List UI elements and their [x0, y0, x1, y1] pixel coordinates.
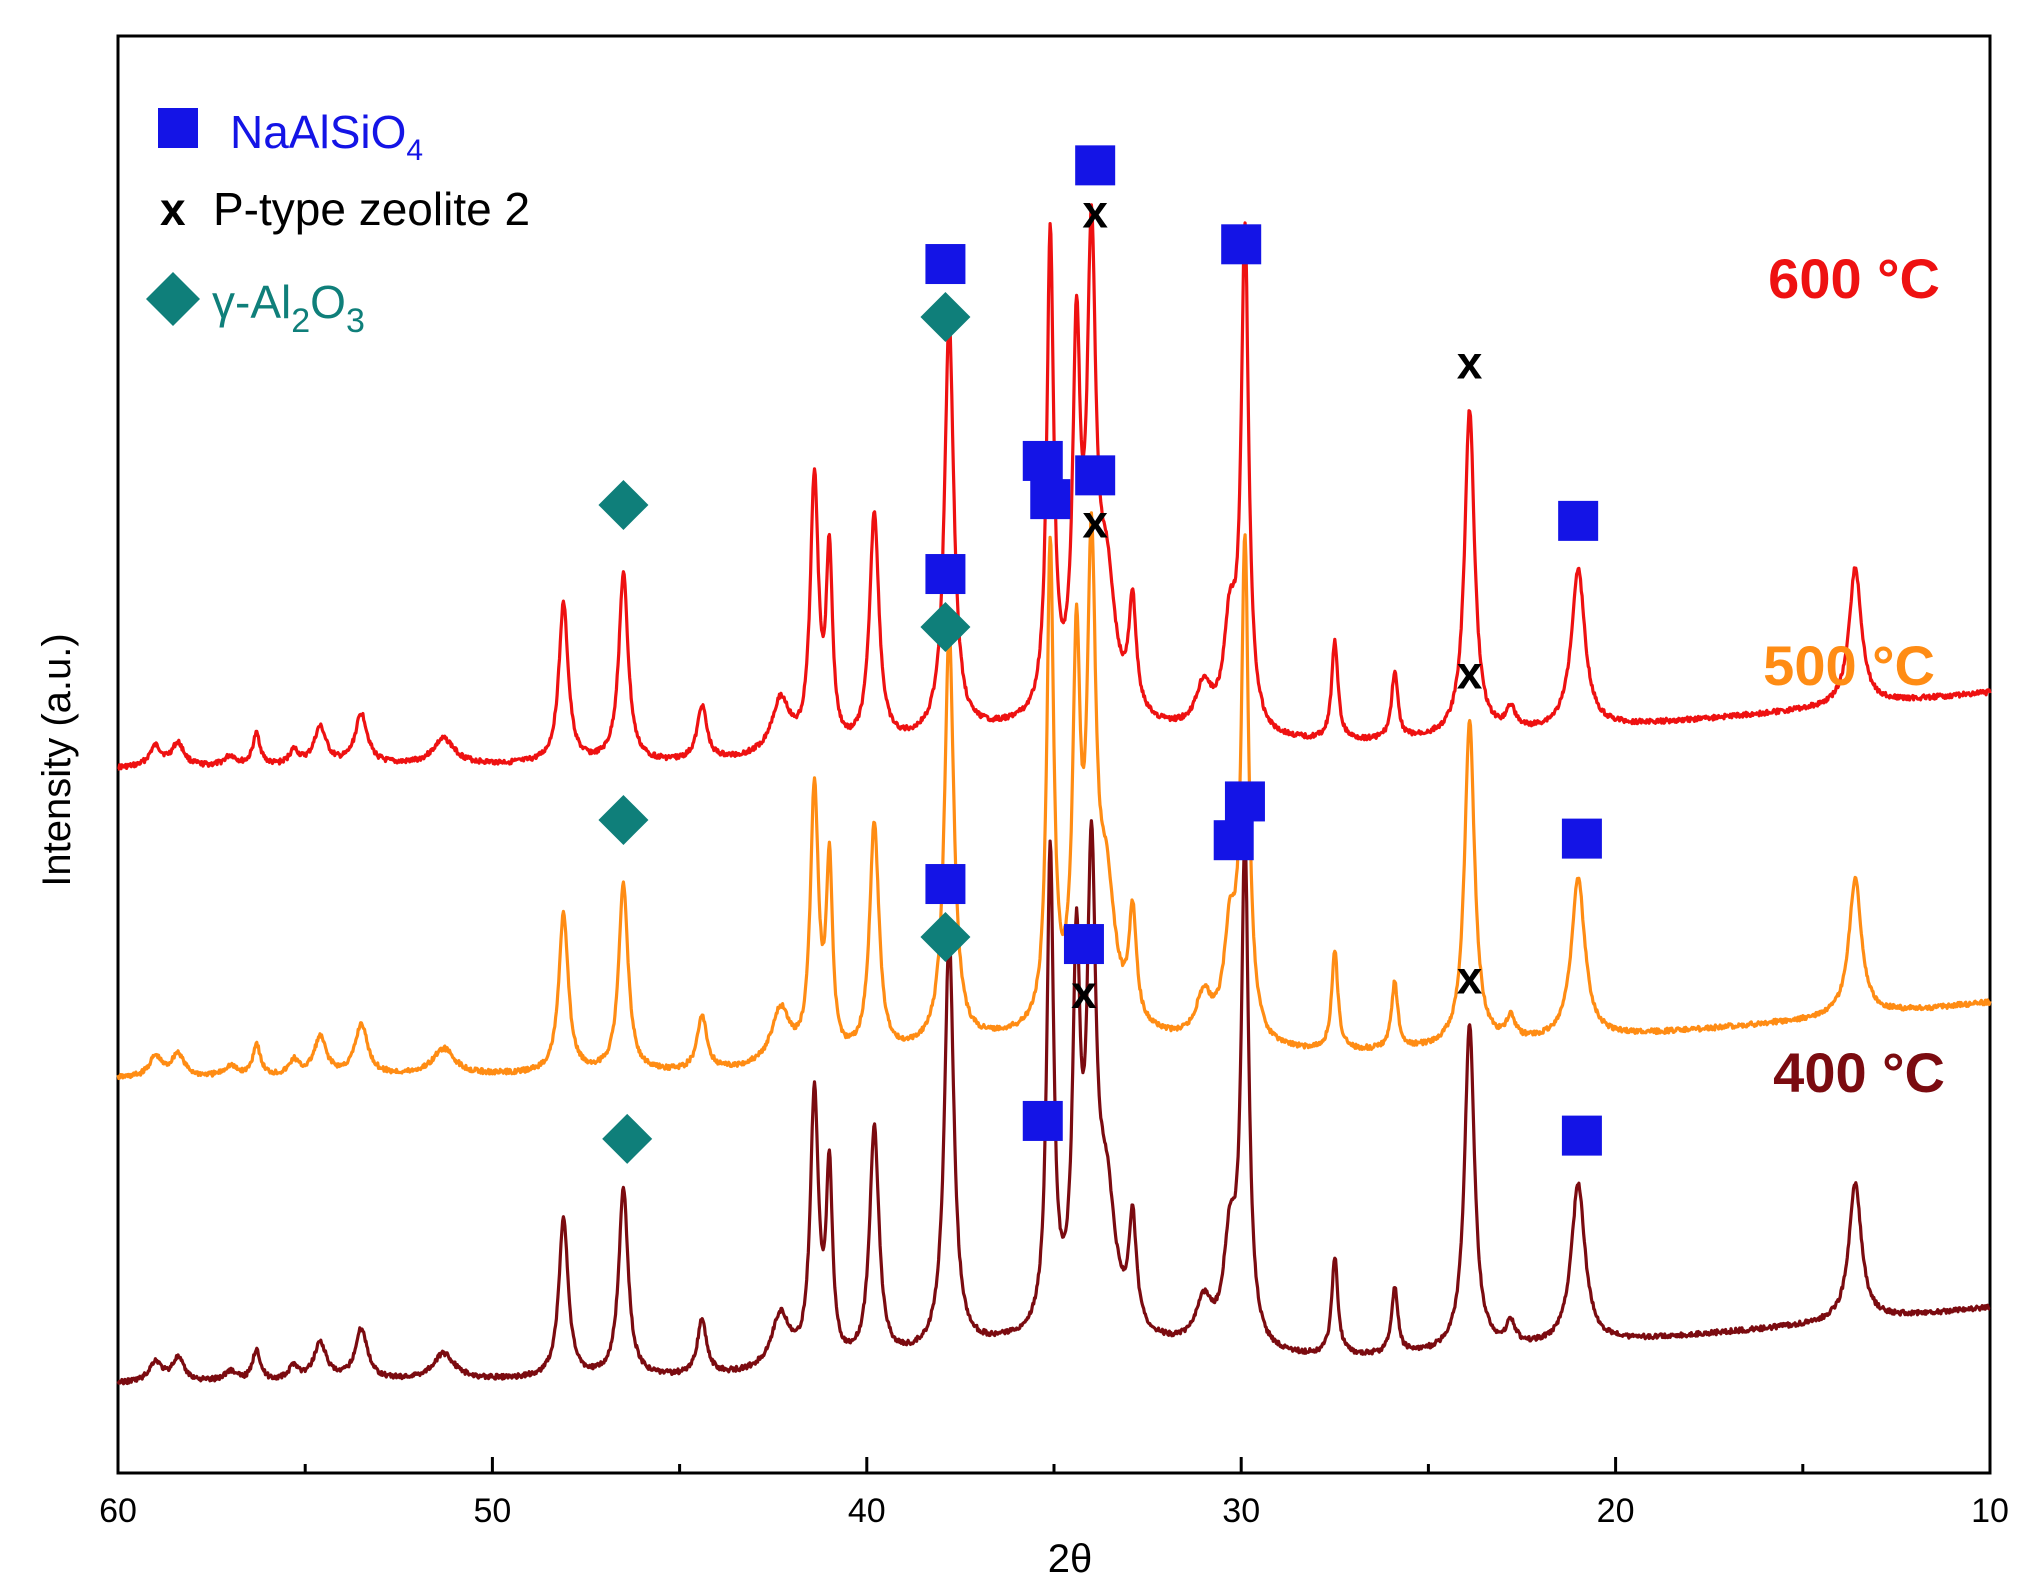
naalsio4-square-marker [1030, 479, 1071, 520]
naalsio4-square-marker [1224, 781, 1265, 822]
x-tick-label: 10 [1971, 1492, 2009, 1530]
alumina-diamond-marker [920, 602, 971, 653]
zeolite-x-marker: x [1082, 495, 1108, 547]
peak-annotations: x x x x x x [598, 145, 1602, 1164]
naalsio4-square-marker [1558, 500, 1599, 541]
naalsio4-square-marker [1022, 1100, 1063, 1141]
legend: NaAlSiO4 x P-type zeolite 2 γ-Al2O3 [146, 106, 530, 340]
naalsio4-square-marker [1022, 440, 1063, 481]
naalsio4-square-marker [1075, 145, 1116, 186]
legend-alumina-prefix: γ-Al [212, 276, 291, 328]
x-tick-label: 60 [99, 1492, 137, 1530]
legend-naalsio4-label: NaAlSiO4 [230, 106, 423, 167]
zeolite-x-marker: x [1071, 966, 1097, 1018]
zeolite-x-marker: x [1457, 646, 1483, 698]
series-layer [116, 203, 1992, 1386]
y-axis-title: Intensity (a.u.) [35, 633, 79, 886]
legend-zeolite-label: P-type zeolite 2 [213, 183, 530, 235]
x-tick-label: 20 [1597, 1492, 1635, 1530]
zeolite-x-marker: x [1457, 951, 1483, 1003]
alumina-diamond-marker [920, 912, 971, 963]
alumina-diamond-marker [920, 292, 971, 343]
legend-x-marker: x [160, 183, 186, 235]
legend-alumina-sub2: 3 [346, 302, 365, 340]
naalsio4-square-marker [1561, 818, 1602, 859]
naalsio4-square-marker [1213, 820, 1254, 861]
x-axis-title: 2θ [1048, 1537, 1093, 1581]
series-temperature-label: 600 °C [1768, 247, 1940, 310]
naalsio4-square-marker [925, 554, 966, 595]
alumina-diamond-marker [598, 794, 649, 845]
series-temperature-label: 400 °C [1773, 1041, 1945, 1104]
x-tick-label: 50 [473, 1492, 511, 1530]
legend-naalsio4-text: NaAlSiO [230, 106, 406, 158]
naalsio4-square-marker [1075, 455, 1116, 496]
legend-square-marker [158, 108, 198, 148]
legend-alumina-mid: O [310, 276, 346, 328]
legend-diamond-marker [146, 272, 200, 326]
series-line [117, 203, 1992, 771]
naalsio4-square-marker [925, 864, 966, 905]
legend-naalsio4-subscript: 4 [406, 134, 423, 167]
legend-alumina-label: γ-Al2O3 [212, 276, 365, 340]
zeolite-x-marker: x [1082, 185, 1108, 237]
x-axis-tick-labels: 60 50 40 30 20 10 [99, 1492, 2009, 1530]
temperature-labels: 600 °C 500 °C 400 °C [1763, 247, 1945, 1104]
legend-alumina-sub1: 2 [291, 302, 310, 340]
naalsio4-square-marker [1221, 224, 1262, 265]
zeolite-x-marker: x [1457, 336, 1483, 388]
naalsio4-square-marker [1561, 1115, 1602, 1156]
x-tick-label: 40 [848, 1492, 886, 1530]
series-line [116, 819, 1991, 1386]
alumina-diamond-marker [602, 1113, 653, 1164]
naalsio4-square-marker [925, 244, 966, 285]
series-temperature-label: 500 °C [1763, 634, 1935, 697]
naalsio4-square-marker [1063, 924, 1104, 965]
alumina-diamond-marker [598, 479, 649, 530]
series-line [116, 511, 1992, 1081]
x-axis-ticks [116, 1457, 1992, 1473]
x-tick-label: 30 [1222, 1492, 1260, 1530]
